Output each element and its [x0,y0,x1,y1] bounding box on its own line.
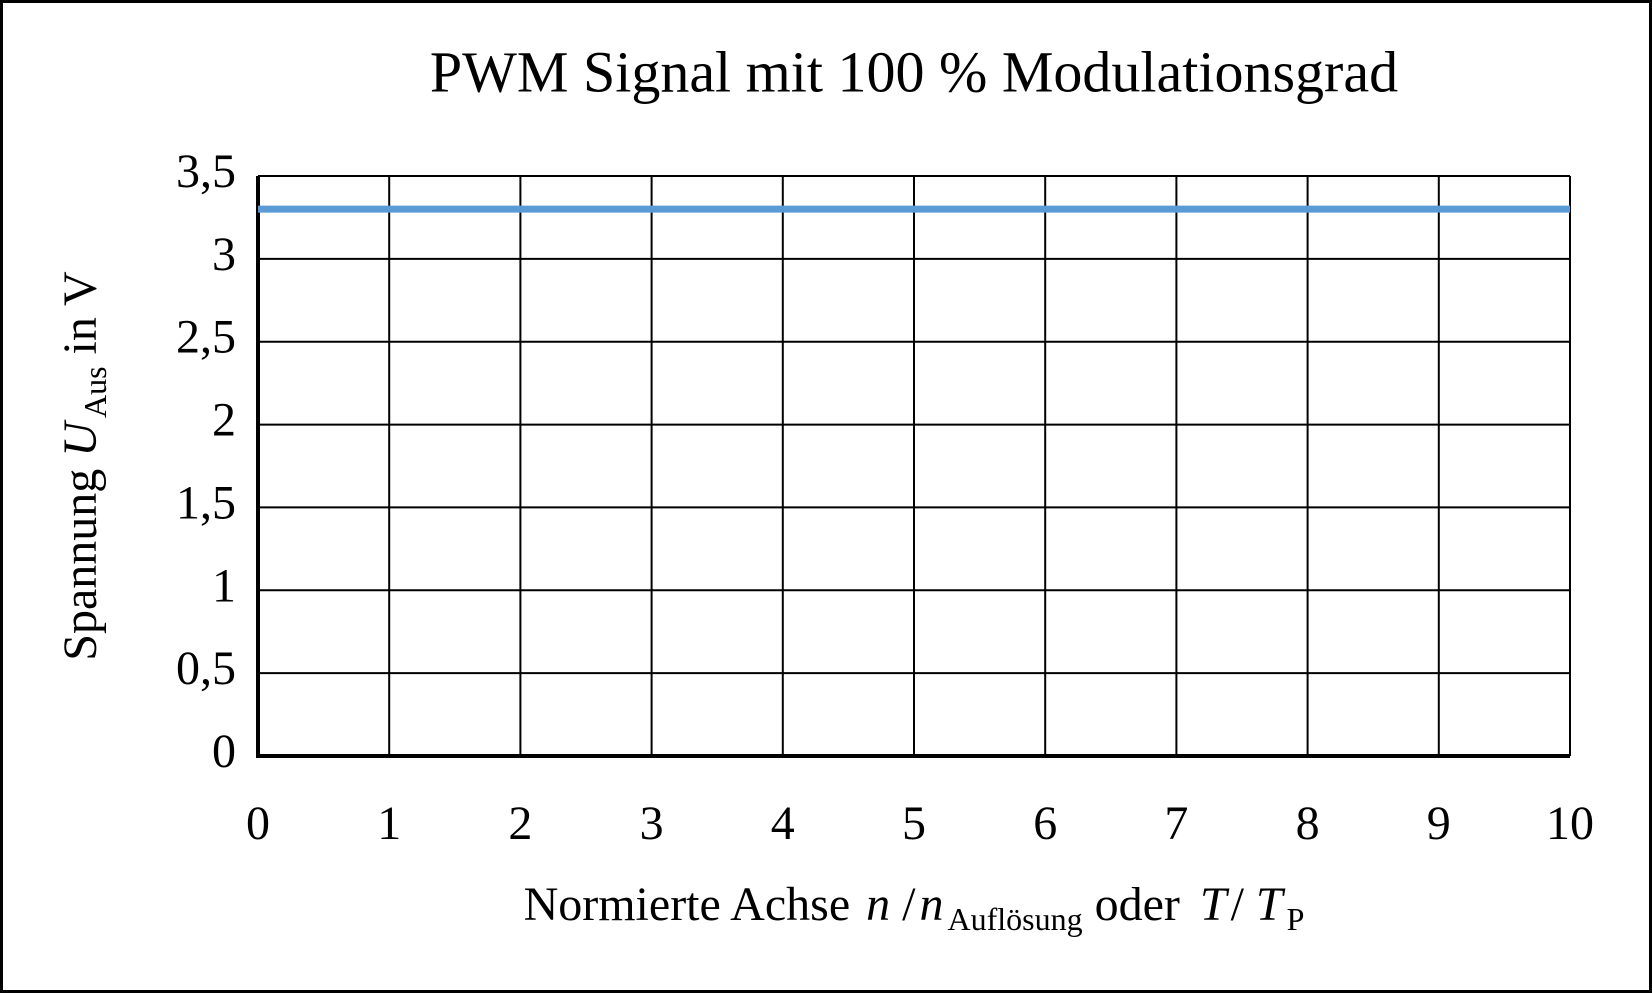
y-tick-label: 1,5 [176,476,236,529]
x-tick-label: 5 [902,797,926,850]
x-label-part: T [1200,878,1230,931]
x-tick-label: 8 [1296,797,1320,850]
x-label-part: oder [1095,878,1180,931]
x-label-part: P [1287,901,1305,937]
x-tick-label: 0 [246,797,270,850]
y-tick-label: 0,5 [176,642,236,695]
x-label-part: / [1231,878,1245,931]
y-tick-label: 2 [212,394,236,447]
x-label-part: Auflösung [947,901,1082,937]
x-tick-label: 1 [377,797,401,850]
x-label-part: n [866,878,890,931]
x-label-part: T [1256,878,1286,931]
y-label-part: Spannung [54,469,107,661]
x-label-part: n [919,878,943,931]
chart-title: PWM Signal mit 100 % Modulationsgrad [430,39,1398,104]
x-tick-label: 6 [1033,797,1057,850]
y-tick-label: 1 [212,559,236,612]
y-label-part: Aus [77,366,113,418]
y-label-part: U [54,419,107,457]
y-tick-label: 0 [212,725,236,778]
x-tick-label: 7 [1164,797,1188,850]
x-axis-label: Normierte Achse n / n Auflösung oder T /… [524,878,1305,941]
y-axis-label: Spannung U Aus in V [54,271,117,661]
y-label-part: in V [54,271,107,354]
y-tick-label: 3 [212,228,236,281]
x-tick-label: 4 [771,797,795,850]
x-label-part: Normierte Achse [524,878,851,931]
y-tick-label: 3,5 [176,145,236,198]
x-tick-label: 2 [508,797,532,850]
x-tick-label: 3 [640,797,664,850]
x-tick-label: 9 [1427,797,1451,850]
y-tick-label: 2,5 [176,311,236,364]
x-label-part: / [902,878,916,931]
x-tick-label: 10 [1546,797,1594,850]
